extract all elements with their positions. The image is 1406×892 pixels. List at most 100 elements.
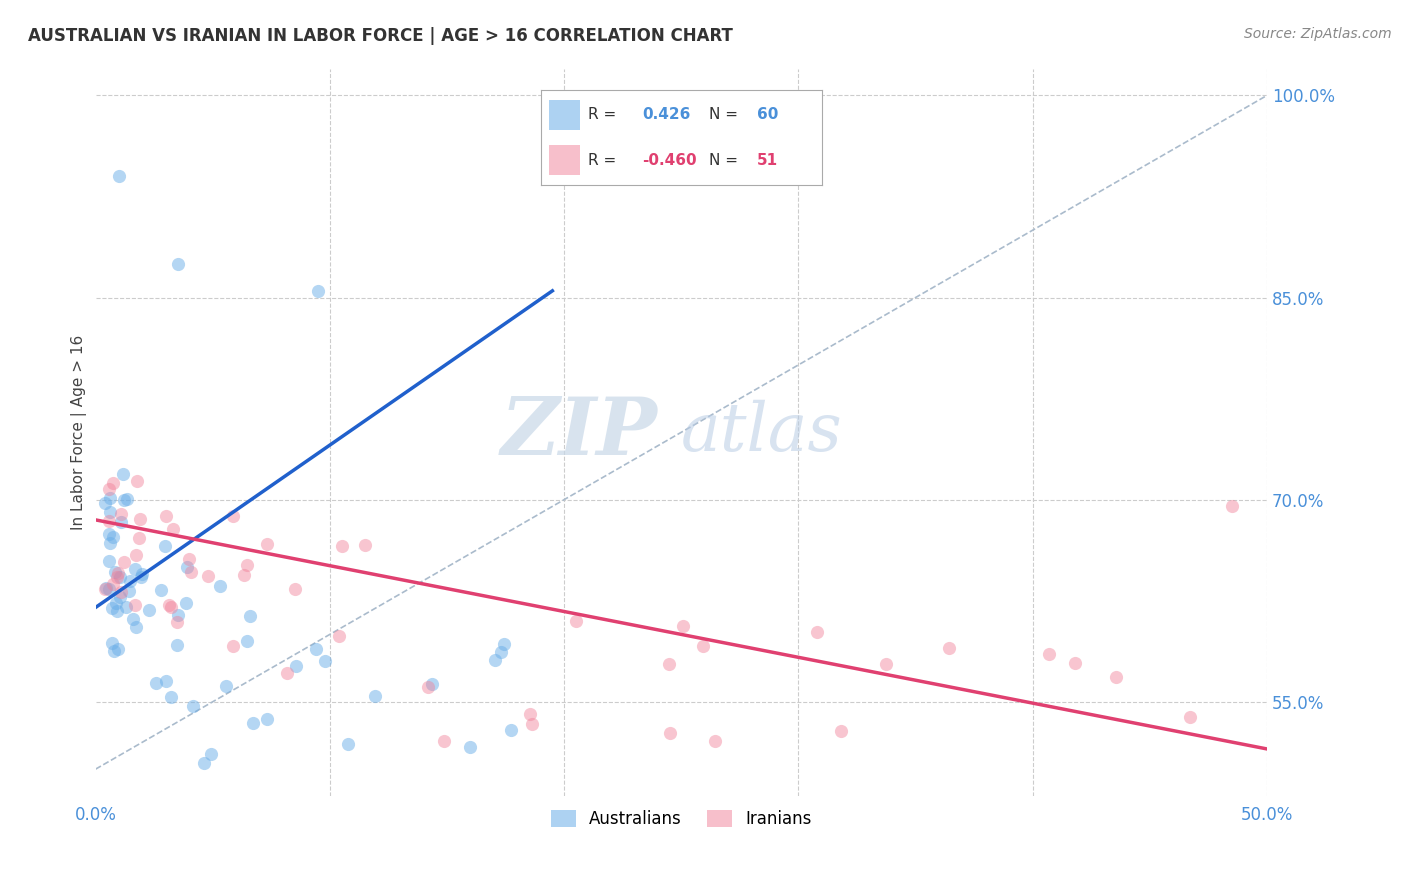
- Point: [162, 522, 184, 536]
- Point: [519, 706, 541, 721]
- Point: [97, 582, 120, 596]
- Point: [127, 475, 149, 489]
- Point: [107, 566, 129, 580]
- Point: [174, 597, 197, 611]
- Point: [875, 657, 897, 672]
- Point: [98, 505, 121, 519]
- Point: [110, 585, 132, 599]
- Point: [98, 482, 121, 496]
- Point: [416, 680, 439, 694]
- Point: [118, 583, 141, 598]
- Point: [100, 491, 122, 505]
- Point: [166, 257, 188, 271]
- Point: [103, 577, 125, 591]
- Point: [159, 690, 181, 705]
- Point: [208, 579, 231, 593]
- Point: [110, 515, 132, 529]
- Point: [145, 676, 167, 690]
- Point: [118, 574, 141, 588]
- Point: [177, 552, 200, 566]
- Point: [1105, 670, 1128, 684]
- Point: [149, 583, 172, 598]
- Point: [112, 554, 135, 568]
- Point: [96, 582, 118, 596]
- Point: [124, 549, 146, 563]
- Point: [166, 638, 188, 652]
- Point: [124, 561, 146, 575]
- Point: [314, 654, 336, 668]
- Point: [830, 723, 852, 738]
- Point: [122, 612, 145, 626]
- Point: [1064, 656, 1087, 670]
- Point: [489, 645, 512, 659]
- Point: [232, 567, 254, 582]
- Point: [672, 619, 695, 633]
- Point: [107, 642, 129, 657]
- Point: [336, 737, 359, 751]
- Point: [499, 723, 522, 738]
- Point: [103, 475, 125, 490]
- Point: [104, 565, 127, 579]
- Point: [222, 640, 245, 654]
- Point: [433, 733, 456, 747]
- Point: [131, 566, 153, 581]
- Point: [236, 558, 259, 573]
- Point: [128, 532, 150, 546]
- Point: [658, 657, 681, 671]
- Point: [242, 715, 264, 730]
- Point: [176, 559, 198, 574]
- Point: [364, 690, 387, 704]
- Point: [806, 624, 828, 639]
- Point: [108, 169, 131, 184]
- Point: [97, 527, 120, 541]
- Point: [565, 614, 588, 628]
- Point: [284, 582, 307, 597]
- Point: [155, 508, 177, 523]
- Point: [157, 598, 180, 612]
- Point: [494, 637, 516, 651]
- Point: [307, 284, 329, 298]
- Point: [94, 582, 117, 596]
- Point: [938, 641, 960, 656]
- Point: [138, 603, 160, 617]
- Text: AUSTRALIAN VS IRANIAN IN LABOR FORCE | AGE > 16 CORRELATION CHART: AUSTRALIAN VS IRANIAN IN LABOR FORCE | A…: [28, 27, 733, 45]
- Point: [110, 591, 132, 605]
- Point: [167, 608, 190, 623]
- Point: [215, 679, 238, 693]
- Point: [97, 553, 120, 567]
- Point: [155, 540, 177, 554]
- Point: [193, 756, 215, 770]
- Point: [200, 747, 222, 761]
- Point: [181, 698, 204, 713]
- Point: [197, 568, 219, 582]
- Point: [1178, 709, 1201, 723]
- Point: [125, 620, 148, 634]
- Point: [284, 659, 307, 673]
- Point: [305, 641, 328, 656]
- Point: [98, 536, 121, 550]
- Point: [101, 530, 124, 544]
- Point: [221, 509, 243, 524]
- Point: [98, 514, 121, 528]
- Point: [112, 467, 135, 482]
- Point: [124, 599, 146, 613]
- Point: [129, 570, 152, 584]
- Point: [94, 496, 117, 510]
- Point: [105, 604, 128, 618]
- Point: [180, 565, 202, 579]
- Point: [256, 537, 278, 551]
- Text: Source: ZipAtlas.com: Source: ZipAtlas.com: [1244, 27, 1392, 41]
- Point: [155, 673, 177, 688]
- Point: [110, 508, 132, 522]
- Point: [458, 740, 481, 755]
- Legend: Australians, Iranians: Australians, Iranians: [544, 804, 818, 835]
- Point: [117, 492, 139, 507]
- Point: [115, 599, 138, 614]
- Point: [422, 677, 444, 691]
- Point: [105, 596, 128, 610]
- Point: [520, 717, 543, 731]
- Point: [239, 609, 262, 624]
- Point: [692, 639, 714, 653]
- Point: [159, 599, 181, 614]
- Point: [328, 629, 350, 643]
